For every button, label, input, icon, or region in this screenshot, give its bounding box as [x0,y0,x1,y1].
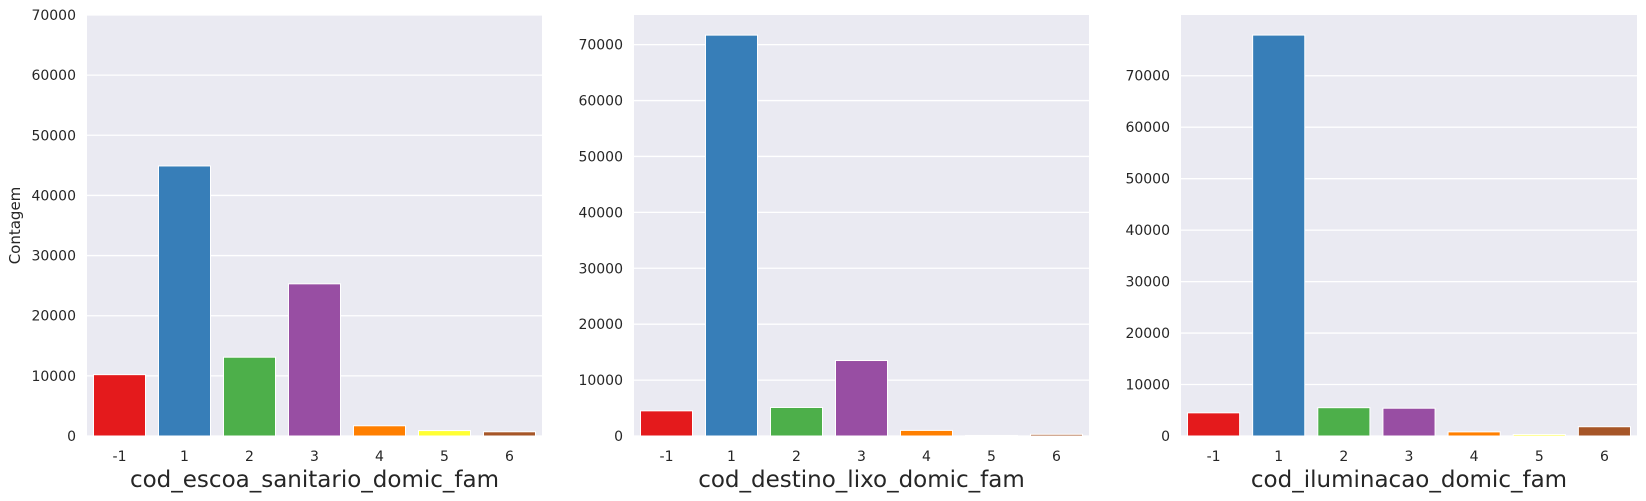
x-tick-label: 4 [375,449,384,465]
x-tick-label: 3 [310,449,319,465]
x-tick-label: 6 [1600,449,1609,465]
y-tick-label: 60000 [31,68,76,84]
x-tick-label: -1 [1207,449,1221,465]
bar-6 [1577,426,1631,437]
y-axis-title: Contagem [6,187,24,265]
bar-4 [353,425,406,437]
y-tick-label: 70000 [1125,69,1170,85]
bar-1 [158,165,211,437]
x-tick-label: 4 [1470,449,1479,465]
bar-4 [1447,431,1501,437]
bar-1 [705,34,758,437]
y-tick-label: 40000 [31,188,76,204]
bar-3 [1382,407,1436,437]
y-tick-label: 40000 [1125,223,1170,239]
bar-6 [1030,433,1083,437]
x-tick-label: 2 [245,449,254,465]
bar-5 [1512,433,1566,437]
chart-panel-2: 0 10000 20000 30000 40000 50000 60000 70000 -1 1 2… [578,15,1089,493]
chart-panel-3: 0 10000 20000 30000 40000 50000 60000 70000 -1 1 2… [1125,15,1637,493]
y-tick-label: 50000 [31,128,76,144]
x-tick-label: 1 [1274,449,1283,465]
bar-6 [483,431,536,437]
y-tick-label: 50000 [578,149,623,165]
bar-1 [1252,34,1306,437]
x-tick-label: 5 [1535,449,1544,465]
y-tick-label: 30000 [578,261,623,277]
x-tick-label: 1 [727,449,736,465]
y-tick-label: 10000 [31,369,76,385]
bar--1 [93,374,146,437]
bar-4 [900,429,953,437]
x-axis-title: cod_iluminacao_domic_fam [1251,467,1567,493]
y-tick-label: 10000 [1125,378,1170,394]
bar-2 [1317,407,1371,437]
bar-2 [770,406,823,437]
y-tick-label: 0 [1161,429,1170,445]
y-tick-label: 20000 [1125,326,1170,342]
x-axis-title: cod_destino_lixo_domic_fam [698,467,1025,493]
x-tick-label: -1 [660,449,674,465]
bar-5 [965,434,1018,437]
bar-2 [223,356,276,437]
y-tick-label: 30000 [31,249,76,265]
x-tick-label: 5 [987,449,996,465]
y-tick-label: 50000 [1125,172,1170,188]
y-tick-label: 60000 [1125,120,1170,136]
bar--1 [640,410,693,437]
x-tick-label: 3 [1405,449,1414,465]
y-tick-label: 20000 [31,309,76,325]
x-tick-label: 6 [505,449,514,465]
y-tick-label: 60000 [578,94,623,110]
y-tick-label: 40000 [578,205,623,221]
x-tick-label: -1 [113,449,127,465]
plot-background [1181,15,1637,436]
y-tick-label: 30000 [1125,275,1170,291]
bar-3 [835,360,888,437]
x-tick-label: 2 [792,449,801,465]
y-tick-label: 70000 [31,8,76,24]
bar-5 [418,430,471,437]
x-tick-label: 4 [922,449,931,465]
bar--1 [1187,412,1241,437]
x-tick-label: 2 [1339,449,1348,465]
x-tick-label: 6 [1052,449,1061,465]
y-tick-label: 0 [67,429,76,445]
y-tick-label: 10000 [578,373,623,389]
x-tick-label: 5 [440,449,449,465]
bar-3 [288,283,341,437]
x-tick-label: 3 [857,449,866,465]
x-axis-title: cod_escoa_sanitario_domic_fam [130,467,499,493]
x-tick-label: 1 [180,449,189,465]
chart-panel-1: 0 10000 20000 30000 40000 50000 60000 70000 -1 1 2… [6,8,542,493]
y-tick-label: 0 [614,429,623,445]
y-tick-label: 20000 [578,317,623,333]
y-tick-label: 70000 [578,38,623,54]
